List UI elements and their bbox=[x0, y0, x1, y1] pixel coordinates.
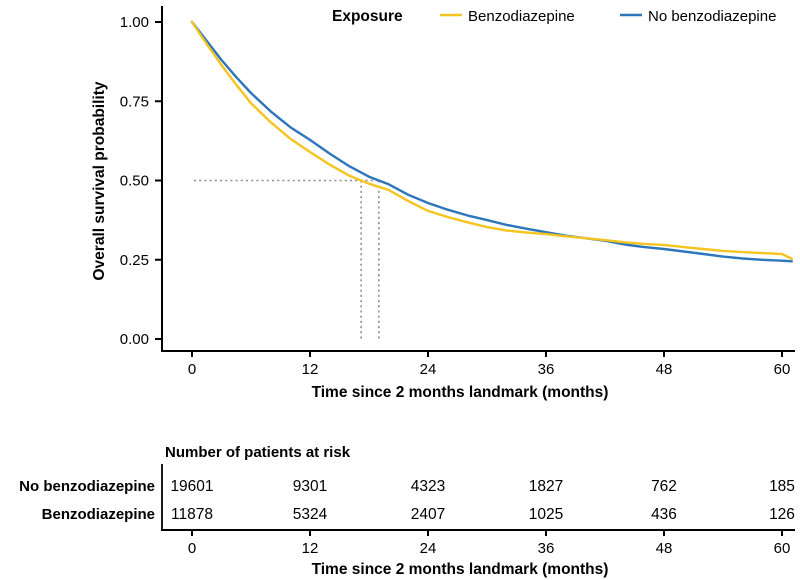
legend-title: Exposure bbox=[332, 8, 403, 25]
risk-row-label-benzodiazepine: Benzodiazepine bbox=[42, 506, 155, 523]
risk-count: 4323 bbox=[411, 478, 445, 495]
x-tick-label: 0 bbox=[188, 540, 196, 557]
risk-table-title: Number of patients at risk bbox=[165, 444, 351, 461]
risk-count: 11878 bbox=[171, 506, 213, 523]
risk-table-x-axis-title: Time since 2 months landmark (months) bbox=[312, 561, 609, 578]
curve-benzodiazepine bbox=[190, 20, 793, 260]
risk-count: 185 bbox=[769, 478, 795, 495]
risk-count: 1827 bbox=[529, 478, 563, 495]
x-tick-label: 24 bbox=[420, 540, 437, 557]
x-axis-ticks: 0 12 24 36 48 60 bbox=[188, 351, 791, 378]
survival-plot: 1.00 0.75 0.50 0.25 0.00 0 12 24 36 48 60 Overall… bbox=[91, 6, 795, 401]
y-tick-label: 0.75 bbox=[120, 93, 149, 110]
x-tick-label: 60 bbox=[774, 361, 791, 378]
risk-count: 5324 bbox=[293, 506, 328, 523]
y-tick-label: 0.00 bbox=[120, 331, 149, 348]
x-tick-label: 24 bbox=[420, 361, 437, 378]
risk-count: 436 bbox=[651, 506, 677, 523]
x-axis-title: Time since 2 months landmark (months) bbox=[312, 384, 609, 401]
risk-count: 19601 bbox=[170, 478, 213, 495]
risk-count: 9301 bbox=[293, 478, 327, 495]
risk-count: 1025 bbox=[529, 506, 563, 523]
risk-table-x-ticks: 0 12 24 36 48 60 bbox=[188, 530, 791, 557]
x-tick-label: 48 bbox=[656, 361, 673, 378]
risk-count: 126 bbox=[769, 506, 795, 523]
risk-counts: 19601 9301 4323 1827 762 185 11878 5324 2407 1025… bbox=[170, 478, 794, 523]
x-tick-label: 48 bbox=[656, 540, 673, 557]
y-axis-ticks: 1.00 0.75 0.50 0.25 0.00 bbox=[120, 14, 162, 348]
risk-count: 762 bbox=[651, 478, 677, 495]
y-tick-label: 0.50 bbox=[120, 173, 149, 190]
x-tick-label: 0 bbox=[188, 361, 196, 378]
survival-curves bbox=[190, 20, 793, 263]
y-axis-title: Overall survival probability bbox=[91, 81, 108, 280]
x-tick-label: 36 bbox=[538, 540, 555, 557]
median-guide-lines bbox=[194, 179, 380, 339]
legend-label-benzodiazepine: Benzodiazepine bbox=[468, 8, 575, 25]
x-tick-label: 12 bbox=[302, 361, 319, 378]
y-tick-label: 1.00 bbox=[120, 14, 149, 31]
x-tick-label: 36 bbox=[538, 361, 555, 378]
y-tick-label: 0.25 bbox=[120, 252, 149, 269]
risk-row-label-no-benzodiazepine: No benzodiazepine bbox=[19, 478, 155, 495]
risk-count: 2407 bbox=[411, 506, 445, 523]
x-tick-label: 12 bbox=[302, 540, 319, 557]
curve-no-benzodiazepine bbox=[190, 20, 793, 263]
x-tick-label: 60 bbox=[774, 540, 791, 557]
risk-table: Number of patients at risk No benzodiaze… bbox=[19, 444, 795, 578]
legend-label-no-benzodiazepine: No benzodiazepine bbox=[648, 8, 776, 25]
legend: Exposure Benzodiazepine No benzodiazepin… bbox=[332, 8, 776, 25]
